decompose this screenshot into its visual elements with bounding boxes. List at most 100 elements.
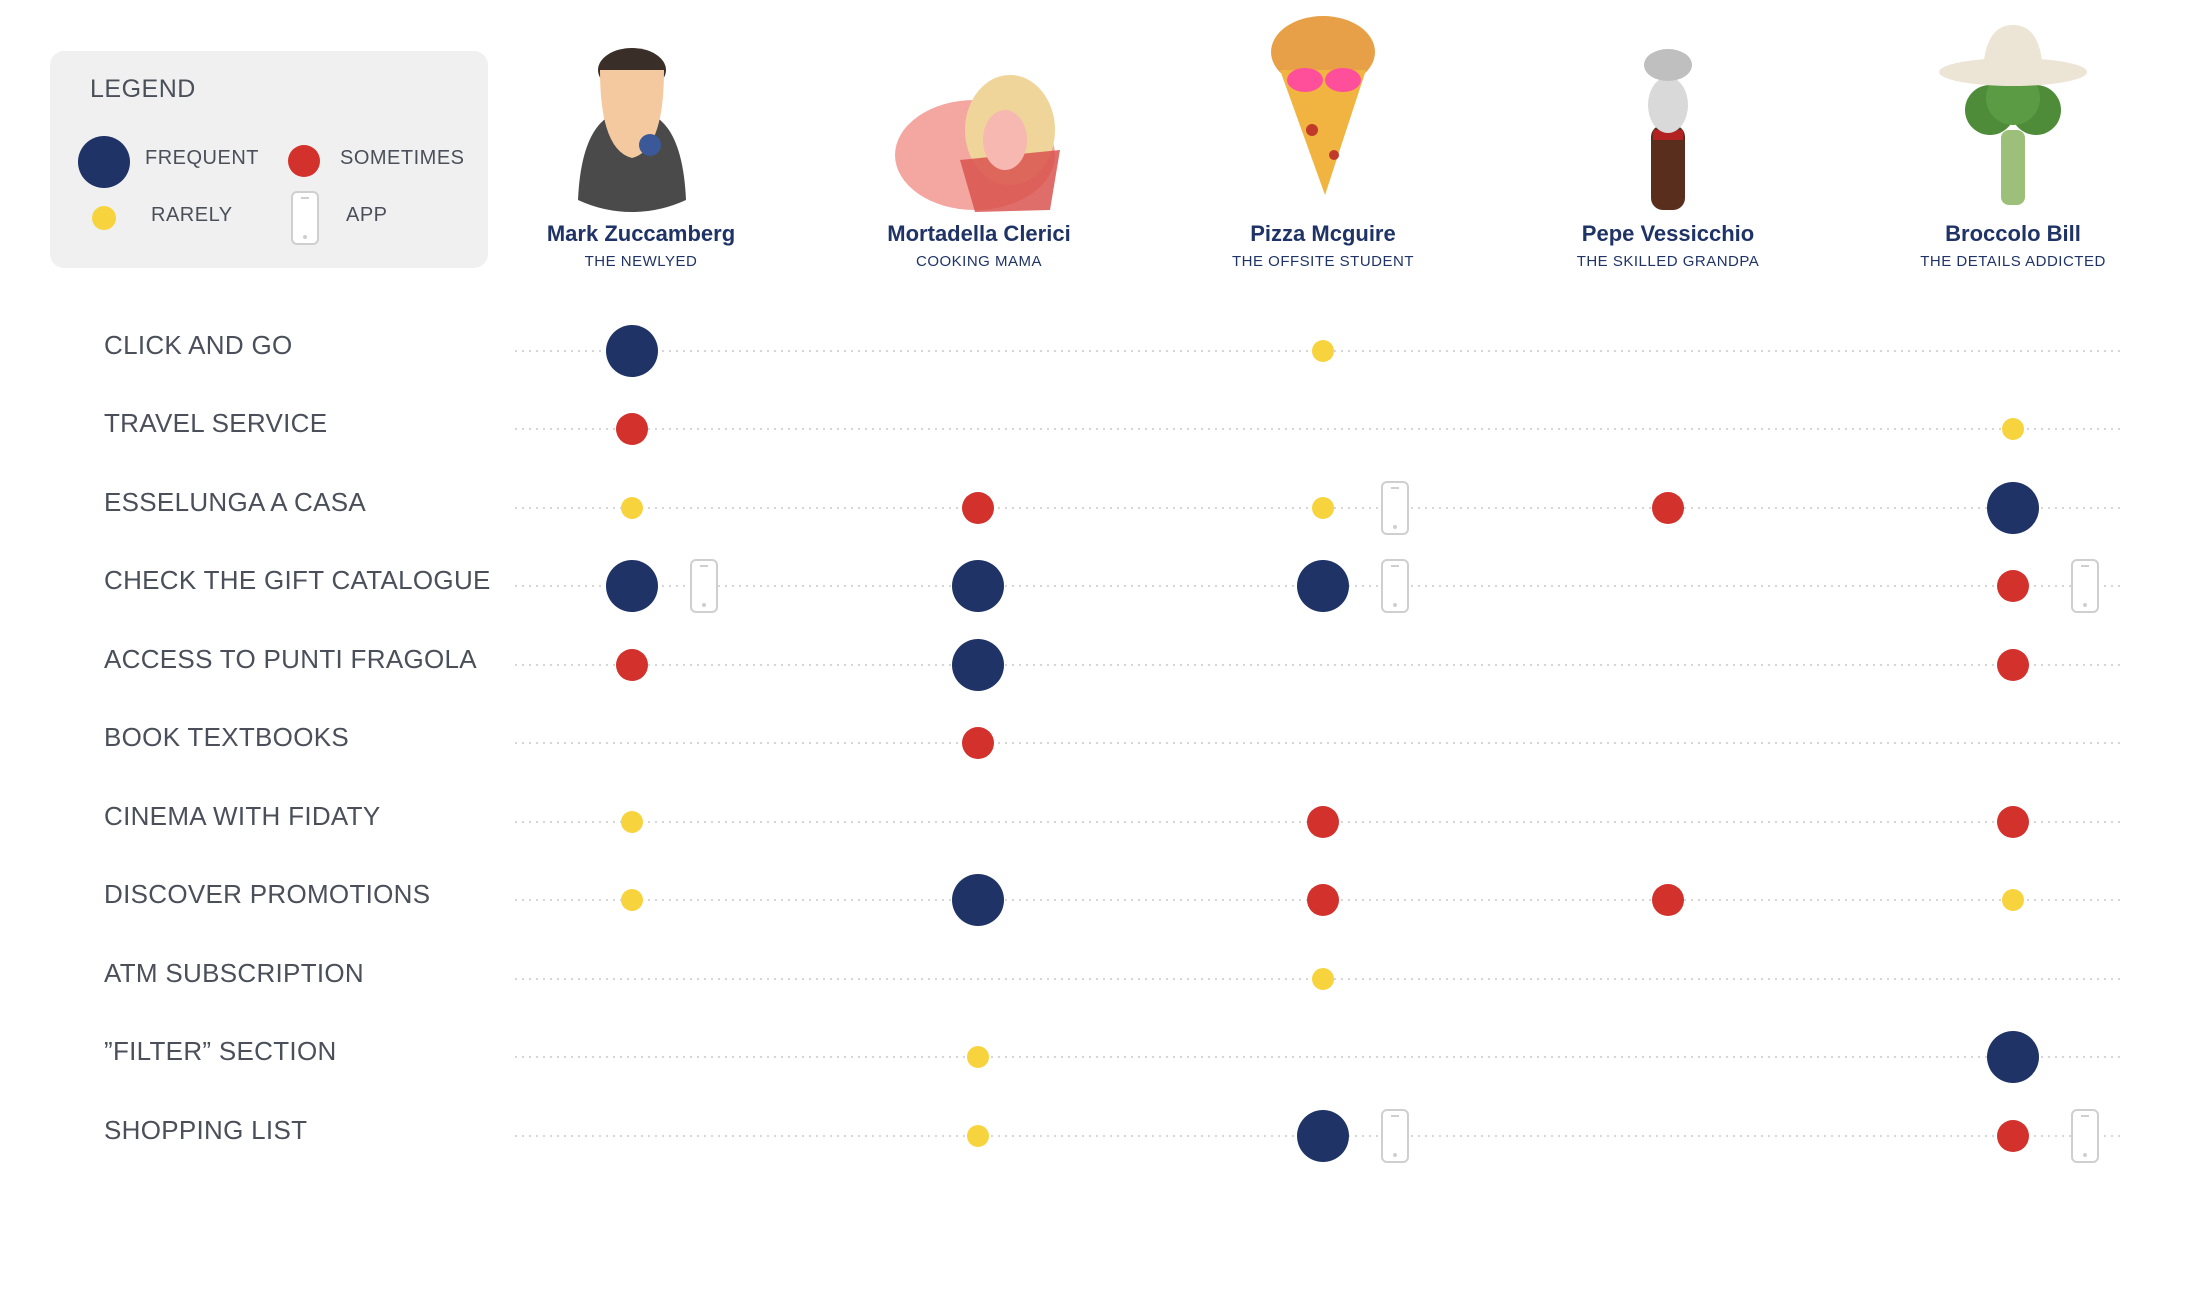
usage-dot-frequent: [606, 560, 658, 612]
persona-name-mark: Mark Zuccamberg: [546, 221, 736, 246]
usage-dot-rarely: [1312, 340, 1334, 362]
row-label-click-and-go: CLICK AND GO: [104, 330, 293, 360]
usage-dot-rarely: [967, 1046, 989, 1068]
usage-dot-sometimes: [1997, 1120, 2029, 1152]
usage-dot-sometimes: [1307, 806, 1339, 838]
avatar-mark-icon: [578, 48, 686, 212]
usage-dot-rarely: [1312, 968, 1334, 990]
usage-dot-sometimes: [1652, 492, 1684, 524]
usage-dot-rarely: [1312, 497, 1334, 519]
phone-body: [1381, 1109, 1409, 1163]
persona-role-mortadella: COOKING MAMA: [915, 253, 1042, 270]
avatar-cloth: [960, 150, 1060, 212]
avatar-pizza-icon: [1271, 16, 1375, 195]
usage-dot-sometimes: [962, 727, 994, 759]
usage-dot-frequent: [952, 874, 1004, 926]
usage-dot-frequent: [1987, 1031, 2039, 1083]
phone-button: [702, 603, 706, 607]
usage-dot-rarely: [621, 497, 643, 519]
usage-dot-rarely: [2002, 418, 2024, 440]
legend-rarely-dot: [92, 206, 116, 230]
usage-dot-rarely: [621, 811, 643, 833]
row-label-travel-service: TRAVEL SERVICE: [104, 408, 328, 438]
legend-sometimes-dot: [288, 145, 320, 177]
avatar-glasses-right: [1325, 68, 1361, 92]
avatar-bow: [1653, 130, 1683, 140]
persona-name-broccolo: Broccolo Bill: [1945, 221, 2081, 246]
legend-frequent-label: FREQUENT: [145, 147, 259, 169]
phone-button: [2083, 603, 2087, 607]
row-label-discover-promotions: DISCOVER PROMOTIONS: [104, 879, 431, 909]
avatar-hat-crown: [1983, 25, 2043, 72]
app-icon: [1381, 559, 1409, 613]
phone-body: [1381, 559, 1409, 613]
app-icon: [1381, 481, 1409, 535]
phone-button: [1393, 1153, 1397, 1157]
usage-dot-sometimes: [962, 492, 994, 524]
avatar-head: [1644, 49, 1692, 81]
phone-button: [1393, 603, 1397, 607]
usage-dot-frequent: [1987, 482, 2039, 534]
avatar-pepperoni: [1329, 150, 1339, 160]
row-label-book-textbooks: BOOK TEXTBOOKS: [104, 722, 350, 752]
avatar-glasses-left: [1287, 68, 1323, 92]
legend-app-icon: [291, 191, 319, 245]
legend-app-label: APP: [346, 204, 388, 226]
persona-role-mark: THE NEWLYED: [584, 253, 698, 270]
phone-body: [2071, 559, 2099, 613]
usage-dot-rarely: [2002, 889, 2024, 911]
row-label-esselunga-a-casa: ESSELUNGA A CASA: [104, 487, 367, 517]
app-icon: [2071, 559, 2099, 613]
phone-body: [2071, 1109, 2099, 1163]
phone-body: [1381, 481, 1409, 535]
row-label-atm-subscription: ATM SUBSCRIPTION: [104, 958, 365, 988]
usage-dot-frequent: [1297, 1110, 1349, 1162]
usage-dot-sometimes: [1652, 884, 1684, 916]
avatar-pepper-icon: [1644, 49, 1692, 210]
legend-sometimes-label: SOMETIMES: [340, 147, 465, 169]
persona-name-pizza: Pizza Mcguire: [1250, 221, 1396, 246]
app-icon: [2071, 1109, 2099, 1163]
legend-rarely-label: RARELY: [151, 204, 233, 226]
usage-dot-frequent: [606, 325, 658, 377]
row-label-shopping-list: SHOPPING LIST: [104, 1115, 308, 1145]
usage-dot-frequent: [952, 560, 1004, 612]
persona-name-mortadella: Mortadella Clerici: [887, 221, 1071, 246]
usage-dot-sometimes: [616, 413, 648, 445]
row-label-filter-section: ”FILTER” SECTION: [104, 1036, 337, 1066]
avatar-pepperoni: [1306, 124, 1318, 136]
phone-body: [291, 191, 319, 245]
usage-dot-sometimes: [616, 649, 648, 681]
avatar-badge: [639, 134, 661, 156]
legend-title: LEGEND: [90, 75, 196, 103]
persona-role-pizza: THE OFFSITE STUDENT: [1232, 253, 1414, 270]
usage-dot-rarely: [621, 889, 643, 911]
usage-dot-sometimes: [1997, 649, 2029, 681]
phone-button: [2083, 1153, 2087, 1157]
app-icon: [690, 559, 718, 613]
usage-dot-sometimes: [1997, 806, 2029, 838]
avatar-broccoli-icon: [1939, 25, 2087, 205]
persona-role-pepe: THE SKILLED GRANDPA: [1576, 253, 1760, 270]
phone-button: [303, 235, 307, 239]
phone-body: [690, 559, 718, 613]
avatar-slice: [983, 110, 1027, 170]
usage-dot-frequent: [952, 639, 1004, 691]
avatar-stalk: [2001, 130, 2025, 205]
avatar-slice: [1280, 70, 1366, 195]
usage-dot-sometimes: [1997, 570, 2029, 602]
persona-name-pepe: Pepe Vessicchio: [1581, 221, 1755, 246]
avatar-body: [578, 110, 686, 212]
row-label-cinema-fidaty: CINEMA WITH FIDATY: [104, 801, 381, 831]
row-label-punti-fragola: ACCESS TO PUNTI FRAGOLA: [104, 644, 477, 674]
legend-frequent-dot: [78, 136, 130, 188]
avatar-mill: [1651, 125, 1685, 210]
persona-role-broccolo: THE DETAILS ADDICTED: [1920, 253, 2106, 270]
avatar-beard: [1648, 77, 1688, 133]
usage-dot-rarely: [967, 1125, 989, 1147]
usage-dot-frequent: [1297, 560, 1349, 612]
app-icon: [1381, 1109, 1409, 1163]
row-label-gift-catalogue: CHECK THE GIFT CATALOGUE: [104, 565, 491, 595]
usage-dot-sometimes: [1307, 884, 1339, 916]
